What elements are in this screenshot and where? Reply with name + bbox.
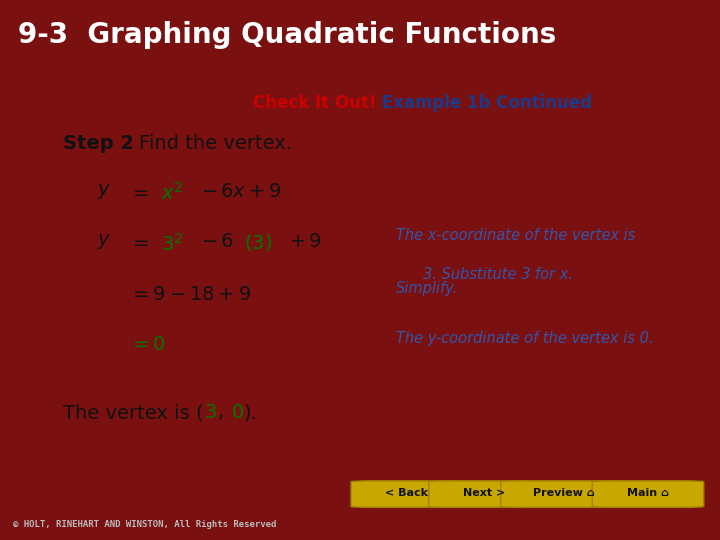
Text: 9-3  Graphing Quadratic Functions: 9-3 Graphing Quadratic Functions [18,21,557,49]
Text: 3: 3 [204,403,217,422]
Text: Next >: Next > [464,489,505,498]
Text: $=$: $=$ [129,182,149,201]
Text: The x-coordinate of the vertex is: The x-coordinate of the vertex is [397,228,636,244]
FancyBboxPatch shape [593,481,704,508]
FancyBboxPatch shape [429,481,540,508]
Text: < Back: < Back [385,489,428,498]
Text: $y$: $y$ [96,233,111,252]
Text: $= 0$: $= 0$ [129,335,166,354]
Text: $+\,9$: $+\,9$ [289,233,321,252]
Text: ).: ). [243,403,258,422]
Text: The y-coordinate of the vertex is 0.: The y-coordinate of the vertex is 0. [397,331,654,346]
Text: $-\,6x + 9$: $-\,6x + 9$ [201,182,282,201]
Text: ,: , [218,403,224,422]
Text: The vertex is (: The vertex is ( [63,403,204,422]
Text: $(3)$: $(3)$ [243,233,271,253]
Text: 3. Substitute 3 for x.: 3. Substitute 3 for x. [423,267,573,282]
Text: Preview ⌂: Preview ⌂ [533,489,595,498]
Text: Step 2: Step 2 [63,134,134,153]
Text: Main ⌂: Main ⌂ [627,489,669,498]
Text: Check It Out!: Check It Out! [253,94,377,112]
Text: $-\,6$: $-\,6$ [201,233,234,252]
Text: Example 1b Continued: Example 1b Continued [377,94,593,112]
Text: $= 9-18+9$: $= 9-18+9$ [129,285,251,304]
FancyBboxPatch shape [501,481,626,508]
Text: 0: 0 [231,403,243,422]
Text: © HOLT, RINEHART AND WINSTON, All Rights Reserved: © HOLT, RINEHART AND WINSTON, All Rights… [13,521,276,529]
Text: $3^2$: $3^2$ [161,233,183,254]
Text: $=$: $=$ [129,233,149,252]
Text: $x^2$: $x^2$ [161,182,183,204]
Text: $y$: $y$ [96,182,111,201]
FancyBboxPatch shape [351,481,462,508]
Text: Find the vertex.: Find the vertex. [139,134,292,153]
Text: Simplify.: Simplify. [397,281,459,296]
